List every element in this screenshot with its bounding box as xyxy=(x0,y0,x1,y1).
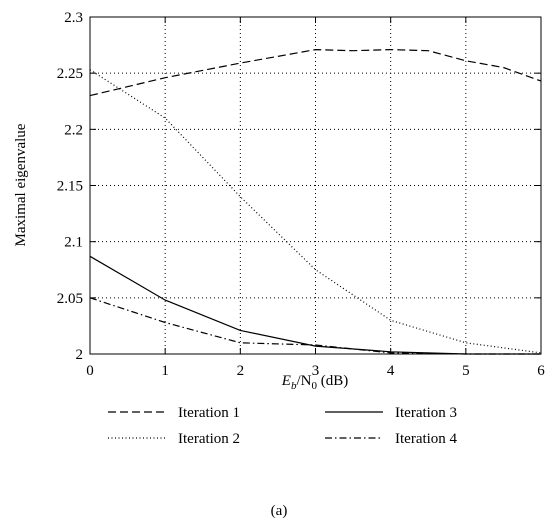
y-tick-label: 2.1 xyxy=(64,235,83,251)
legend-label-iteration-4: Iteration 4 xyxy=(395,431,458,447)
x-tick-label: 3 xyxy=(312,363,320,379)
y-axis-label: Maximal eigenvalue xyxy=(13,123,29,246)
y-tick-label: 2.2 xyxy=(64,122,83,138)
series-line-iteration-1 xyxy=(89,48,542,97)
y-tick-labels: 2 2.05 2.1 2.15 2.2 2.25 2.3 xyxy=(57,10,83,363)
legend: Iteration 1 Iteration 3 Iteration 2 Iterati… xyxy=(108,405,458,447)
x-tick-labels: 0 1 2 3 4 5 6 xyxy=(86,363,545,379)
x-axis-label: Eb/N0 (dB) xyxy=(281,373,348,392)
series-line-iteration-2 xyxy=(89,69,542,354)
y-tick-label: 2 xyxy=(76,347,84,363)
x-axis-label-mid: /N xyxy=(296,373,311,389)
y-tick-label: 2.3 xyxy=(64,10,83,26)
x-tick-label: 4 xyxy=(387,363,395,379)
x-tick-label: 6 xyxy=(537,363,545,379)
axis-ticks xyxy=(89,16,542,355)
x-tick-label: 1 xyxy=(161,363,169,379)
legend-label-iteration-1: Iteration 1 xyxy=(178,405,240,421)
x-tick-label: 0 xyxy=(86,363,94,379)
y-tick-label: 2.15 xyxy=(57,179,83,195)
legend-label-iteration-2: Iteration 2 xyxy=(178,431,240,447)
x-tick-label: 5 xyxy=(462,363,470,379)
y-tick-label: 2.05 xyxy=(57,291,83,307)
y-tick-label: 2.25 xyxy=(57,66,83,82)
x-tick-label: 2 xyxy=(237,363,245,379)
grid xyxy=(90,17,541,354)
figure-caption: (a) xyxy=(271,503,288,519)
legend-label-iteration-3: Iteration 3 xyxy=(395,405,457,421)
